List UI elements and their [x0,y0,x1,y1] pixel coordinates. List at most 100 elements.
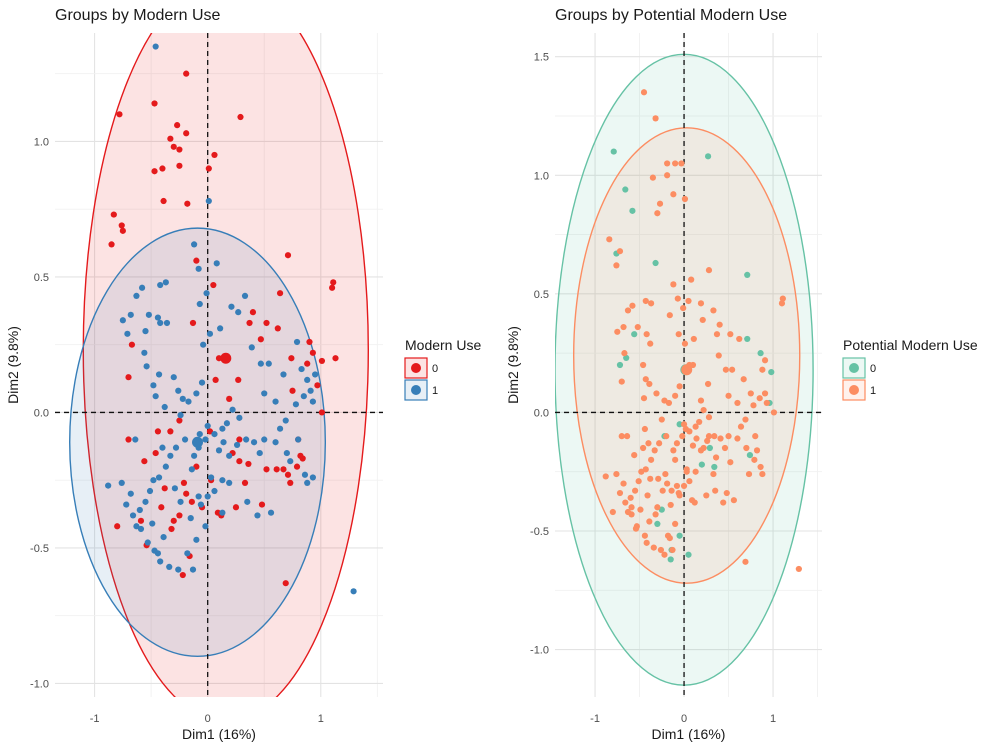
data-point [167,135,174,142]
data-point [747,390,754,397]
data-point [161,403,168,411]
data-point [170,143,177,150]
data-point [309,474,316,481]
data-point [198,379,206,386]
panel-1: -1 0 1 -1.0 -0.5 0.0 0.5 1.0 Groups by Modern Us… [5,7,481,742]
data-point [674,295,681,302]
data-point [185,398,192,405]
y-tick-label: 1.0 [34,136,49,148]
group-centroid-0 [220,352,232,364]
data-point [226,395,233,402]
data-point [155,371,163,378]
data-point [133,523,140,530]
data-point [646,518,653,525]
data-point [293,463,301,470]
data-point [620,323,627,331]
data-point [653,390,660,397]
y-tick-label: 0.5 [34,272,49,284]
data-point [312,371,319,378]
data-point [697,397,705,404]
data-point [629,302,636,309]
data-point [151,100,158,107]
data-point [146,487,154,495]
data-point [150,382,157,389]
data-point [622,186,629,193]
data-point [129,512,137,519]
data-point [160,533,167,541]
data-point [689,442,697,449]
data-point [236,414,243,421]
legend: Modern Use 0 1 [404,337,481,401]
data-point [779,295,786,302]
data-point [332,355,339,362]
data-point [206,428,214,435]
x-tick-label: 0 [205,713,211,725]
data-point [761,390,769,397]
data-point [280,371,287,378]
data-point [651,447,658,454]
legend-key-dot [849,363,859,373]
data-point [263,319,270,327]
data-point [193,390,200,397]
data-point [778,300,786,307]
data-point [644,492,651,499]
data-point [289,387,296,394]
data-point [226,479,233,486]
data-point [127,490,134,497]
data-point [205,165,212,172]
data-point [232,504,240,511]
data-point [631,331,638,338]
data-point [646,380,653,388]
data-point [176,146,183,153]
data-point [244,498,251,505]
data-point [664,480,671,487]
data-point [752,433,759,440]
data-point [667,501,674,509]
data-point [616,248,624,255]
data-point [690,335,697,343]
data-point [661,551,668,558]
data-point [292,401,300,408]
data-point [737,423,745,430]
data-point [618,378,625,385]
data-point [176,512,183,519]
data-point [736,335,743,343]
data-point [152,393,159,400]
data-point [196,431,203,438]
data-point [142,498,149,505]
data-point [125,436,132,443]
legend-key-dot [849,385,859,395]
data-point [610,148,617,155]
data-point [309,349,316,356]
data-point [672,160,679,167]
data-point [685,297,692,305]
data-point [613,262,620,269]
data-point [187,515,194,522]
data-point [716,321,723,328]
data-point [657,546,665,554]
data-point [119,227,126,234]
data-point [193,257,200,264]
data-point [680,304,687,312]
data-point [151,547,158,554]
data-point [284,252,292,259]
data-point [743,444,750,452]
data-point [166,563,173,571]
data-point [622,499,629,506]
x-tick-label: 1 [318,713,324,725]
data-point [746,452,754,459]
data-point [237,113,244,121]
data-point [730,497,737,504]
data-point [624,307,632,314]
data-point [673,482,681,490]
legend-item-1: 1 [404,379,438,401]
data-point [628,511,635,518]
data-point [654,504,661,511]
data-point [276,290,284,297]
data-point [768,369,775,376]
data-point [213,260,220,267]
data-point [226,452,233,459]
data-point [203,290,210,297]
data-point [659,487,666,494]
data-point [721,444,729,452]
